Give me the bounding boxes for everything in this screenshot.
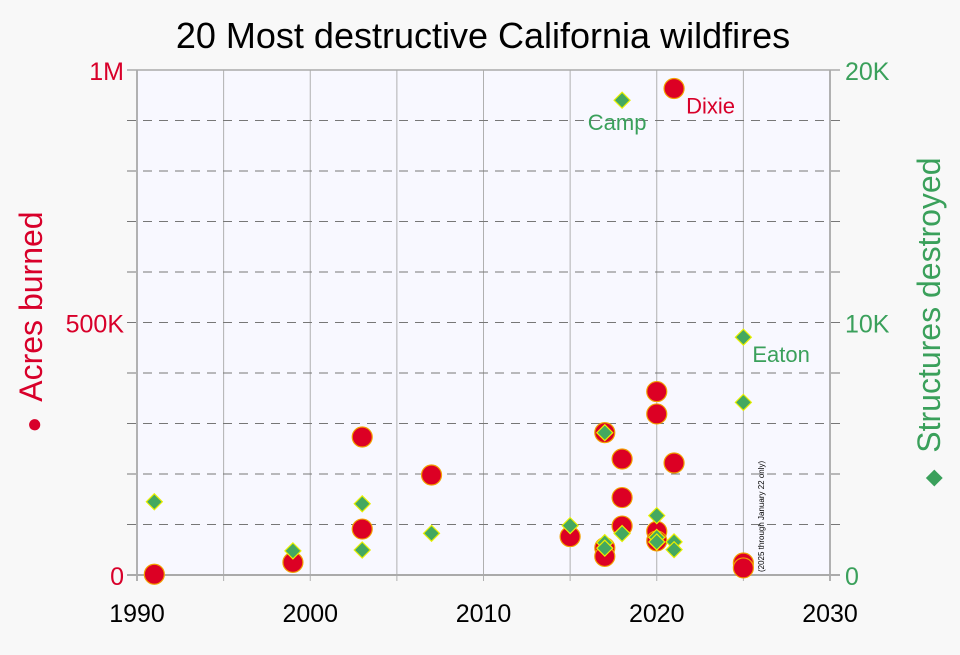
- structures-point: [353, 541, 372, 559]
- structures-point: [145, 492, 164, 511]
- left-axis-label: ● Acres burned: [13, 211, 49, 432]
- right-tick-label: 0: [845, 563, 859, 591]
- acres-point: [143, 563, 165, 585]
- tick-labels: 1990 2000 2010 2020 2030 0 500K 1M 0 10K 20K: [66, 58, 890, 628]
- annotation-dixie: Dixie: [686, 94, 735, 119]
- acres-point: [420, 464, 443, 486]
- structures-point: [353, 494, 372, 513]
- right-axis-label: ◆ Structures destroyed: [911, 157, 947, 486]
- x-tick-label: 2010: [456, 600, 512, 628]
- chart-title: 20 Most destructive California wildfires: [176, 15, 790, 56]
- structures-legend-marker: ◆: [920, 470, 945, 487]
- structures-series: [145, 91, 753, 560]
- acres-point: [663, 452, 685, 474]
- acres-point: [646, 380, 668, 403]
- structures-point: [284, 542, 302, 560]
- structures-point: [734, 328, 753, 347]
- x-tick-label: 1990: [109, 600, 165, 628]
- structures-point: [647, 533, 666, 551]
- acres-point: [663, 77, 685, 100]
- annotation-eaton: Eaton: [752, 342, 810, 367]
- acres-point: [646, 403, 668, 425]
- structures-point: [561, 516, 579, 535]
- x-tick-label: 2020: [629, 600, 685, 628]
- structures-point: [613, 91, 631, 110]
- acres-point: [732, 557, 754, 579]
- right-tick-label: 10K: [845, 311, 890, 339]
- acres-point: [351, 518, 373, 540]
- x-tick-label: 2000: [282, 600, 338, 628]
- annotation-camp: Camp: [588, 110, 647, 135]
- structures-point: [734, 393, 753, 412]
- acres-legend-marker: ●: [18, 417, 48, 433]
- left-tick-label: 1M: [89, 58, 124, 86]
- right-axis-title: Structures destroyed: [911, 157, 947, 452]
- x-tick-label: 2030: [802, 600, 858, 628]
- left-tick-label: 500K: [66, 311, 125, 339]
- structures-point: [595, 539, 614, 558]
- svg-text:● Acres burned: ● Acres burned: [13, 211, 49, 432]
- partial-year-note: (2025 through January 22 only): [757, 460, 766, 572]
- structures-point: [613, 524, 631, 543]
- right-tick-label: 20K: [845, 58, 890, 86]
- acres-point: [611, 448, 633, 470]
- left-tick-label: 0: [110, 563, 124, 591]
- svg-text:◆ Structures destroyed: ◆ Structures destroyed: [911, 157, 947, 486]
- structures-point: [665, 540, 683, 559]
- structures-point: [647, 506, 666, 525]
- axes: [127, 69, 840, 581]
- data-marks: [143, 77, 754, 585]
- annotations: Dixie Camp Eaton: [588, 94, 810, 368]
- left-axis-title: Acres burned: [13, 211, 49, 401]
- structures-point: [595, 423, 614, 442]
- acres-point: [611, 486, 633, 509]
- structures-point: [422, 524, 441, 543]
- acres-point: [351, 426, 373, 448]
